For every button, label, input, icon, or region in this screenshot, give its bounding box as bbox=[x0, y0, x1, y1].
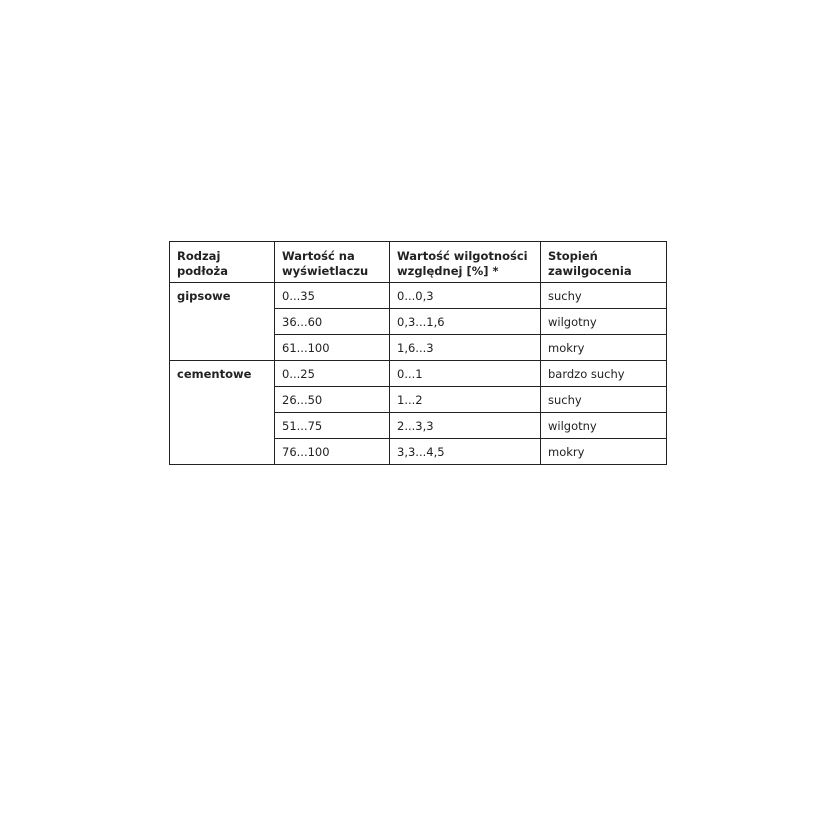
header-relative-humidity: Wartość wilgotności względnej [%] * bbox=[389, 241, 541, 283]
header-line: Wartość na bbox=[282, 249, 355, 263]
table-row: 61...100 1,6...3 mokry bbox=[170, 334, 667, 361]
substrate-cell: cementowe bbox=[169, 360, 275, 465]
table-row: cementowe 0...25 0...1 bardzo suchy bbox=[169, 360, 667, 465]
header-line: Wartość wilgotności bbox=[397, 249, 528, 263]
substrate-cell: gipsowe bbox=[169, 282, 275, 361]
humidity-cell: 3,3...4,5 bbox=[389, 438, 541, 465]
humidity-cell: 0...1 bbox=[389, 360, 541, 387]
humidity-cell: 2...3,3 bbox=[389, 412, 541, 439]
table-row: 26...50 1...2 suchy bbox=[170, 386, 667, 413]
display-value-cell: 76...100 bbox=[274, 438, 390, 465]
humidity-cell: 0,3...1,6 bbox=[389, 308, 541, 335]
header-line: Rodzaj bbox=[177, 249, 221, 263]
level-cell: bardzo suchy bbox=[540, 360, 667, 387]
header-moisture-level: Stopień zawilgocenia bbox=[540, 241, 667, 283]
level-cell: wilgotny bbox=[540, 308, 667, 335]
table-row: 51...75 2...3,3 wilgotny bbox=[170, 412, 667, 439]
header-substrate: Rodzaj podłoża bbox=[169, 241, 275, 283]
humidity-cell: 1,6...3 bbox=[389, 334, 541, 361]
header-row: Rodzaj podłoża Wartość na wyświetlaczu War… bbox=[169, 241, 667, 283]
header-line: podłoża bbox=[177, 264, 228, 278]
header-line: wyświetlaczu bbox=[282, 264, 369, 278]
display-value-cell: 61...100 bbox=[274, 334, 390, 361]
header-line: zawilgocenia bbox=[548, 264, 632, 278]
display-value-cell: 0...25 bbox=[274, 360, 390, 387]
level-cell: suchy bbox=[540, 282, 667, 309]
header-display-value: Wartość na wyświetlaczu bbox=[274, 241, 390, 283]
header-line: względnej [%] * bbox=[397, 264, 499, 278]
table-row: gipsowe 0...35 0...0,3 suchy bbox=[169, 282, 667, 361]
display-value-cell: 0...35 bbox=[274, 282, 390, 309]
table-row: 76...100 3,3...4,5 mokry bbox=[170, 438, 667, 465]
level-cell: mokry bbox=[540, 334, 667, 361]
level-cell: suchy bbox=[540, 386, 667, 413]
level-cell: mokry bbox=[540, 438, 667, 465]
display-value-cell: 26...50 bbox=[274, 386, 390, 413]
table-row: 36...60 0,3...1,6 wilgotny bbox=[170, 308, 667, 335]
humidity-cell: 1...2 bbox=[389, 386, 541, 413]
display-value-cell: 36...60 bbox=[274, 308, 390, 335]
display-value-cell: 51...75 bbox=[274, 412, 390, 439]
level-cell: wilgotny bbox=[540, 412, 667, 439]
humidity-cell: 0...0,3 bbox=[389, 282, 541, 309]
moisture-table: Rodzaj podłoża Wartość na wyświetlaczu War… bbox=[169, 241, 667, 465]
header-line: Stopień bbox=[548, 249, 598, 263]
